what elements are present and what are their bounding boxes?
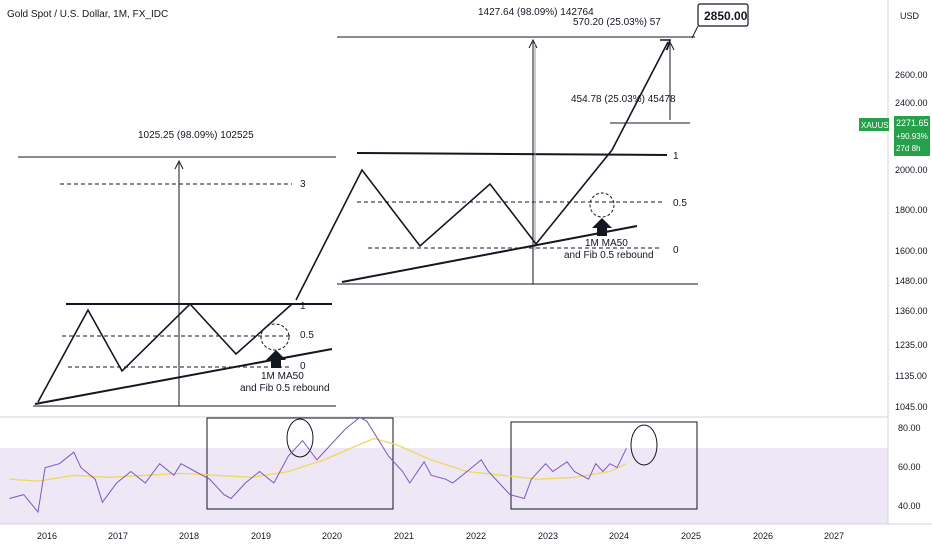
- price-tag: [894, 116, 930, 156]
- rsi-circle-left: [286, 418, 314, 458]
- time-tick: 2021: [394, 531, 414, 541]
- right-rebound-arrow: [592, 218, 612, 236]
- target-label: 2850.00: [704, 9, 748, 23]
- rsi-lines: [9, 416, 627, 514]
- price-tick: 2000.00: [895, 165, 928, 175]
- fib-left-1: 1: [300, 301, 306, 312]
- price-tick: 1235.00: [895, 340, 928, 350]
- time-tick: 2022: [466, 531, 486, 541]
- right-rebound-label-1: 1M MA50: [585, 238, 628, 249]
- rsi-line: [9, 416, 627, 514]
- left-measure-arrowhead: [174, 159, 184, 170]
- price-tick: 1360.00: [895, 306, 928, 316]
- left-rebound-label-2: and Fib 0.5 rebound: [240, 383, 330, 394]
- target-box: [697, 3, 749, 27]
- time-tick: 2016: [37, 531, 57, 541]
- price-tick: 1045.00: [895, 402, 928, 412]
- price-tick: 1480.00: [895, 276, 928, 286]
- fib-right-0: 0: [673, 245, 679, 256]
- time-tick: 2025: [681, 531, 701, 541]
- target-pointer: [691, 25, 699, 39]
- right-support-trendline: [341, 225, 638, 283]
- rsi-tick: 40.00: [898, 501, 921, 511]
- chart-title: Gold Spot / U.S. Dollar, 1M, FX_IDC: [7, 9, 168, 20]
- time-tick: 2023: [538, 531, 558, 541]
- symbol-label: XAUUSD: [861, 121, 895, 130]
- target-callout[interactable]: 2850.00: [691, 3, 749, 39]
- right-rebound-circle: [589, 192, 615, 218]
- symbol-tag: [859, 118, 889, 131]
- price-tick: 1600.00: [895, 246, 928, 256]
- top-measure-label: 570.20 (25.03%) 57: [573, 17, 661, 28]
- time-tick: 2017: [108, 531, 128, 541]
- fib-left-0: 0: [300, 361, 306, 372]
- time-axis[interactable]: 2016 2017 2018 2019 2020 2021 2022 2023 …: [37, 531, 844, 541]
- time-tick: 2027: [824, 531, 844, 541]
- fib-right-05: 0.5: [673, 198, 687, 209]
- fib-left-3: 3: [300, 179, 306, 190]
- right-measure-label: 1427.64 (98.09%) 142764: [478, 7, 594, 18]
- rsi-box-left: [206, 417, 394, 510]
- time-tick: 2020: [322, 531, 342, 541]
- left-zigzag-path: [37, 302, 293, 403]
- time-tick: 2024: [609, 531, 629, 541]
- rsi-tick: 60.00: [898, 462, 921, 472]
- annotations: [18, 36, 698, 510]
- fib-right-1: 1: [673, 151, 679, 162]
- last-price: 2271.65: [896, 118, 929, 128]
- time-tick: 2018: [179, 531, 199, 541]
- currency-label: USD: [900, 11, 920, 21]
- target-arrowhead: [660, 39, 672, 51]
- time-tick: 2019: [251, 531, 271, 541]
- left-rebound-label-1: 1M MA50: [261, 371, 304, 382]
- right-zigzag-path: [295, 41, 669, 301]
- time-tick: 2026: [753, 531, 773, 541]
- symbol-price-badge[interactable]: XAUUSD 2271.65 +90.93% 27d 8h: [859, 116, 930, 156]
- rsi-band: [0, 448, 888, 524]
- right-rebound-label-2: and Fib 0.5 rebound: [564, 250, 654, 261]
- bar-countdown: 27d 8h: [896, 144, 920, 153]
- left-rebound-arrow: [266, 350, 286, 368]
- price-tick: 2400.00: [895, 98, 928, 108]
- price-axis[interactable]: 2600.00 2400.00 2000.00 1800.00 1600.00 …: [895, 70, 928, 412]
- price-change: +90.93%: [896, 132, 928, 141]
- rsi-tick: 80.00: [898, 423, 921, 433]
- left-measure-label: 1025.25 (98.09%) 102525: [138, 130, 254, 141]
- rsi-circle-right: [630, 424, 658, 466]
- rsi-box-right: [510, 421, 698, 510]
- price-tick: 2600.00: [895, 70, 928, 80]
- fib-left-05: 0.5: [300, 330, 314, 341]
- rsi-axis[interactable]: 80.00 60.00 40.00: [898, 423, 921, 511]
- right-measure-arrowhead: [528, 38, 538, 49]
- price-tick: 1135.00: [895, 371, 927, 381]
- left-rebound-circle: [260, 323, 290, 351]
- mid-measure-label: 454.78 (25.03%) 45478: [571, 94, 676, 105]
- price-tick: 1800.00: [895, 205, 928, 215]
